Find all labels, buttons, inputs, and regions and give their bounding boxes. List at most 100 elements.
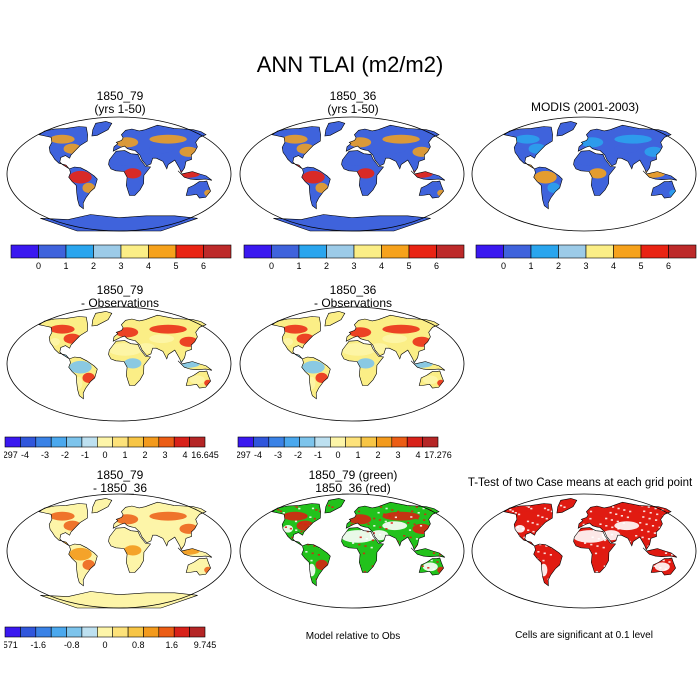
- colorbar-swatch: [326, 244, 355, 259]
- colorbar-swatch: [314, 436, 331, 448]
- map-panel-case-difference: [6, 493, 232, 609]
- panel-title-line1: 1850_79 (green): [308, 468, 398, 482]
- colorbar-modis: 0 1 2 3 4 5 6: [475, 244, 697, 271]
- colorbar-swatch: [189, 626, 206, 638]
- colorbar-swatch: [65, 244, 94, 259]
- colorbar-swatch: [120, 244, 149, 259]
- panel-title-line1: 1850_79: [96, 89, 144, 103]
- colorbar-1850-36: 0 1 2 3 4 5 6: [243, 244, 465, 271]
- colorbar-tick-label: -9.571: [4, 640, 18, 650]
- colorbar-swatch: [475, 244, 504, 259]
- colorbar-tick-label: 9.745: [194, 640, 217, 650]
- colorbar-tick-label: 17.276: [424, 450, 452, 460]
- colorbar-swatch: [283, 436, 300, 448]
- colorbar-tick-label: 0: [501, 261, 506, 271]
- colorbar-swatch: [345, 436, 362, 448]
- colorbar-swatch: [127, 626, 144, 638]
- colorbar-swatch: [668, 244, 697, 259]
- colorbar-swatch: [360, 436, 377, 448]
- colorbar-tick-label: -1: [81, 450, 89, 460]
- colorbar-swatch: [530, 244, 559, 259]
- panel-title-p2: 1850_36 (yrs 1-50): [253, 90, 453, 116]
- colorbar-tick-label: 0.8: [132, 640, 145, 650]
- colorbar-tick-label: 2: [91, 261, 96, 271]
- colorbar-tick-label: 4: [415, 450, 420, 460]
- colorbar-tick-label: 1: [528, 261, 533, 271]
- colorbar-tick-label: 4: [379, 261, 384, 271]
- colorbar-swatch: [35, 626, 52, 638]
- colorbar-1850-36-minus-obs: -5.297-4 -3 -2 -1 0 1 2 3 4 17.276: [237, 436, 452, 460]
- colorbar-tick-label: 5: [638, 261, 643, 271]
- colorbar-swatch: [173, 626, 190, 638]
- colorbar-tick-label: 1: [355, 450, 360, 460]
- colorbar-tick-label: 1: [63, 261, 68, 271]
- colorbar-swatch: [203, 244, 232, 259]
- colorbar-tick-label: 2: [375, 450, 380, 460]
- colorbar-tick-label: 1: [296, 261, 301, 271]
- colorbar-swatch: [558, 244, 587, 259]
- colorbar-case-difference: -9.571 -1.6 -0.8 0 0.8 1.6 9.745: [4, 626, 217, 650]
- panel-title-line1: 1850_36: [329, 283, 377, 297]
- colorbar-swatch: [143, 436, 160, 448]
- colorbar-1850-79-minus-obs: -5.297-4 -3 -2 -1 0 1 2 3 4 16.645: [4, 436, 219, 460]
- colorbar-tick-label: 0: [269, 261, 274, 271]
- panel-title-line1: 1850_79: [96, 283, 144, 297]
- colorbar-swatch: [406, 436, 423, 448]
- colorbar-tick-label: 6: [434, 261, 439, 271]
- map-panel-green-red: [239, 493, 465, 609]
- colorbar-tick-label: -4: [254, 450, 262, 460]
- colorbar-swatch: [50, 436, 67, 448]
- map-panel-modis: [471, 116, 697, 232]
- colorbar-swatch: [97, 626, 114, 638]
- colorbar-tick-label: 4: [611, 261, 616, 271]
- colorbar-swatch: [50, 626, 67, 638]
- colorbar-swatch: [81, 626, 98, 638]
- colorbar-swatch: [503, 244, 532, 259]
- colorbar-swatch: [173, 436, 190, 448]
- colorbar-tick-label: 1.6: [165, 640, 178, 650]
- map-panel-ttest: [471, 493, 697, 609]
- colorbar-swatch: [66, 436, 83, 448]
- colorbar-swatch: [4, 626, 21, 638]
- map-panel-1850-36: [239, 116, 465, 232]
- colorbar-swatch: [158, 436, 175, 448]
- panel-title-line1: MODIS (2001-2003): [530, 100, 640, 114]
- colorbar-swatch: [20, 436, 37, 448]
- colorbar-tick-label: 0: [335, 450, 340, 460]
- colorbar-swatch: [81, 436, 98, 448]
- colorbar-tick-label: 6: [201, 261, 206, 271]
- colorbar-swatch: [175, 244, 204, 259]
- colorbar-tick-label: 3: [583, 261, 588, 271]
- colorbar-tick-label: -2: [61, 450, 69, 460]
- panel-title-line1: 1850_36: [329, 89, 377, 103]
- panel-title-line2: (yrs 1-50): [327, 102, 379, 116]
- colorbar-swatch: [408, 244, 437, 259]
- colorbar-tick-label: 2: [556, 261, 561, 271]
- panel-title-p8: T-Test of two Case means at each grid po…: [462, 477, 698, 490]
- colorbar-tick-label: -5.297: [237, 450, 251, 460]
- panel-title-p5: 1850_36 - Observations: [253, 284, 453, 310]
- colorbar-swatch: [35, 436, 52, 448]
- panel-title-line1: 1850_79: [96, 468, 144, 482]
- colorbar-swatch: [38, 244, 67, 259]
- colorbar-swatch: [4, 436, 21, 448]
- panel-title-line2: - Observations: [313, 296, 393, 310]
- colorbar-swatch: [436, 244, 465, 259]
- panel-title-p3: MODIS (2001-2003): [480, 101, 690, 114]
- panel-title-p4: 1850_79 - Observations: [20, 284, 220, 310]
- colorbar-swatch: [268, 436, 285, 448]
- panel-title-p6: 1850_79 - 1850_36: [20, 469, 220, 495]
- map-panel-1850-79-minus-obs: [6, 306, 232, 422]
- colorbar-swatch: [243, 244, 272, 259]
- panel-title-line2: (yrs 1-50): [94, 102, 146, 116]
- colorbar-tick-label: -5.297: [4, 450, 18, 460]
- colorbar-tick-label: -1.6: [31, 640, 47, 650]
- colorbar-swatch: [143, 626, 160, 638]
- colorbar-swatch: [376, 436, 393, 448]
- colorbar-tick-label: 3: [395, 450, 400, 460]
- panel-title-p7: 1850_79 (green) 1850_36 (red): [253, 469, 453, 495]
- colorbar-tick-label: 4: [182, 450, 187, 460]
- colorbar-swatch: [112, 626, 129, 638]
- colorbar-swatch: [299, 436, 316, 448]
- colorbar-swatch: [422, 436, 439, 448]
